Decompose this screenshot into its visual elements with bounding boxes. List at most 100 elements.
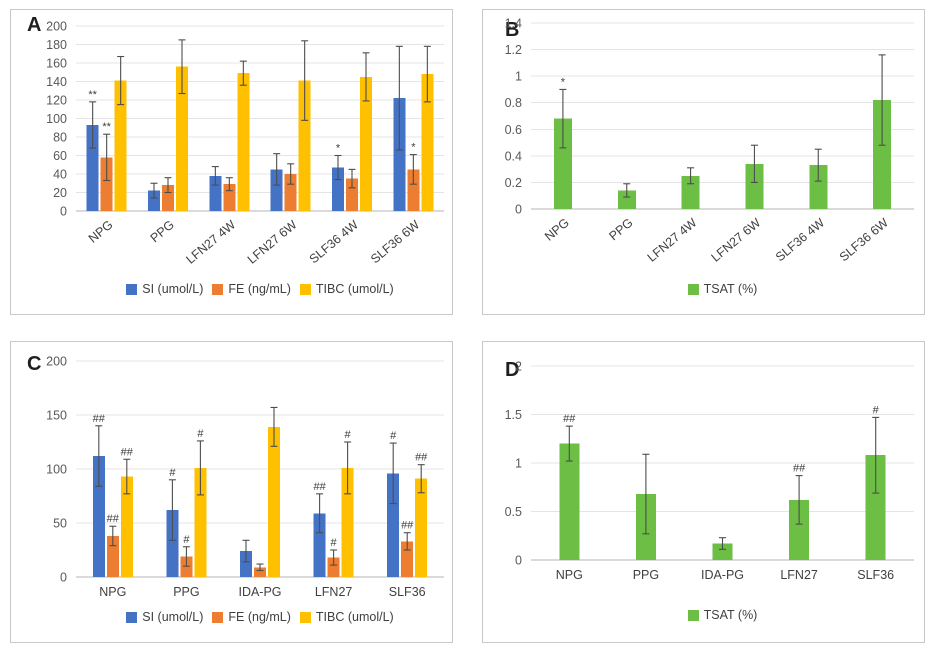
error-bar	[316, 493, 324, 534]
error-bar	[182, 546, 190, 567]
bar	[237, 73, 250, 211]
legend-item: TIBC (umol/L)	[299, 282, 394, 296]
y-tick-label: 0.4	[505, 149, 522, 163]
error-bar	[348, 168, 356, 189]
bar	[162, 185, 174, 211]
legend-label: TIBC (umol/L)	[315, 610, 394, 624]
error-bar	[287, 163, 295, 185]
y-tick-label: 100	[46, 112, 67, 126]
bar	[745, 163, 764, 209]
bar	[681, 175, 700, 209]
legend: TSAT (%)	[531, 282, 914, 296]
legend-swatch-icon	[212, 283, 224, 295]
bar	[617, 190, 636, 209]
y-tick-label: 50	[53, 517, 67, 531]
x-category-label: NPG	[542, 216, 572, 244]
error-bar	[330, 549, 338, 566]
significance-annotation: ##	[563, 413, 576, 425]
panel-label-d: D	[505, 359, 520, 381]
legend-item: TSAT (%)	[687, 282, 758, 296]
y-tick-label: 0.8	[505, 96, 522, 110]
x-category-label: SLF36 6W	[368, 217, 422, 266]
y-tick-label: 180	[46, 38, 67, 52]
significance-annotation: #	[873, 404, 880, 416]
significance-annotation: ##	[107, 513, 120, 525]
legend: SI (umol/L) FE (ng/mL) TIBC (umol/L)	[76, 282, 444, 296]
error-bar	[225, 177, 233, 192]
error-bar	[409, 154, 417, 185]
panel-c: C 0 50 100 150 200 ## ## ## NPG # # # PPG IDA-PG ## # # L…	[10, 341, 453, 643]
y-tick-label: 60	[53, 149, 67, 163]
bar	[387, 473, 400, 577]
legend-label: SI (umol/L)	[142, 282, 204, 296]
significance-annotation: *	[336, 143, 341, 155]
legend-item: SI (umol/L)	[126, 610, 203, 624]
error-bar	[95, 425, 103, 487]
bar	[407, 169, 420, 211]
legend-label: TSAT (%)	[703, 608, 758, 622]
bar	[100, 157, 113, 211]
bar	[712, 543, 733, 560]
y-tick-label: 2	[515, 360, 522, 374]
error-bar	[559, 88, 567, 149]
legend-swatch-icon	[687, 609, 699, 621]
significance-annotation: #	[390, 430, 397, 442]
legend: SI (umol/L) FE (ng/mL) TIBC (umol/L)	[76, 610, 444, 624]
bar	[341, 467, 354, 577]
y-tick-label: 200	[46, 355, 67, 369]
bar	[86, 124, 99, 211]
y-tick-label: 0.5	[505, 505, 522, 519]
error-bar	[417, 464, 425, 494]
bar	[421, 74, 434, 211]
bar	[809, 165, 828, 209]
error-bar	[150, 182, 158, 199]
significance-annotation: *	[411, 142, 416, 154]
error-bar	[687, 167, 695, 185]
x-category-label: IDA-PG	[238, 585, 281, 599]
x-category-label: SLF36	[389, 585, 426, 599]
error-bar	[878, 54, 886, 146]
y-tick-label: 0	[60, 205, 67, 219]
x-category-label: SLF36 4W	[773, 215, 827, 264]
x-category-label: LFN27 4W	[183, 217, 238, 266]
y-tick-label: 1.2	[505, 43, 522, 57]
error-bar	[389, 442, 397, 505]
error-bar	[270, 406, 278, 447]
legend-swatch-icon	[687, 283, 699, 295]
error-bar	[750, 144, 758, 183]
error-bar	[814, 148, 822, 182]
error-bar	[117, 55, 125, 106]
x-category-label: NPG	[99, 585, 126, 599]
bar	[559, 443, 580, 560]
bar	[270, 169, 283, 211]
error-bar	[362, 52, 370, 102]
x-category-label: IDA-PG	[701, 568, 744, 582]
y-tick-label: 0	[515, 203, 522, 217]
x-category-label: NPG	[556, 568, 583, 582]
error-bar	[395, 45, 403, 151]
error-bar	[273, 153, 281, 186]
error-bar	[239, 60, 247, 86]
legend-label: TIBC (umol/L)	[315, 282, 394, 296]
error-bar	[872, 416, 880, 494]
y-tick-label: 1.5	[505, 408, 522, 422]
error-bar	[719, 537, 726, 550]
y-tick-label: 120	[46, 94, 67, 108]
legend-swatch-icon	[299, 283, 311, 295]
bar	[332, 167, 344, 211]
significance-annotation: ##	[793, 463, 806, 475]
panel-label-a: A	[27, 14, 42, 36]
y-tick-label: 1	[515, 457, 522, 471]
bar	[313, 513, 326, 577]
error-bar	[334, 154, 342, 181]
error-bar	[242, 539, 250, 563]
error-bar	[123, 458, 131, 495]
panel-b: B 0 0.2 0.4 0.6 0.8 1 1.2 1.4 * NPG PPG LFN27 4W LFN…	[482, 9, 925, 315]
significance-annotation: #	[197, 428, 204, 440]
legend-item: FE (ng/mL)	[212, 610, 291, 624]
x-category-label: SLF36 6W	[837, 215, 891, 264]
legend-label: TSAT (%)	[703, 282, 758, 296]
significance-annotation: **	[102, 121, 111, 133]
bar	[553, 118, 572, 209]
